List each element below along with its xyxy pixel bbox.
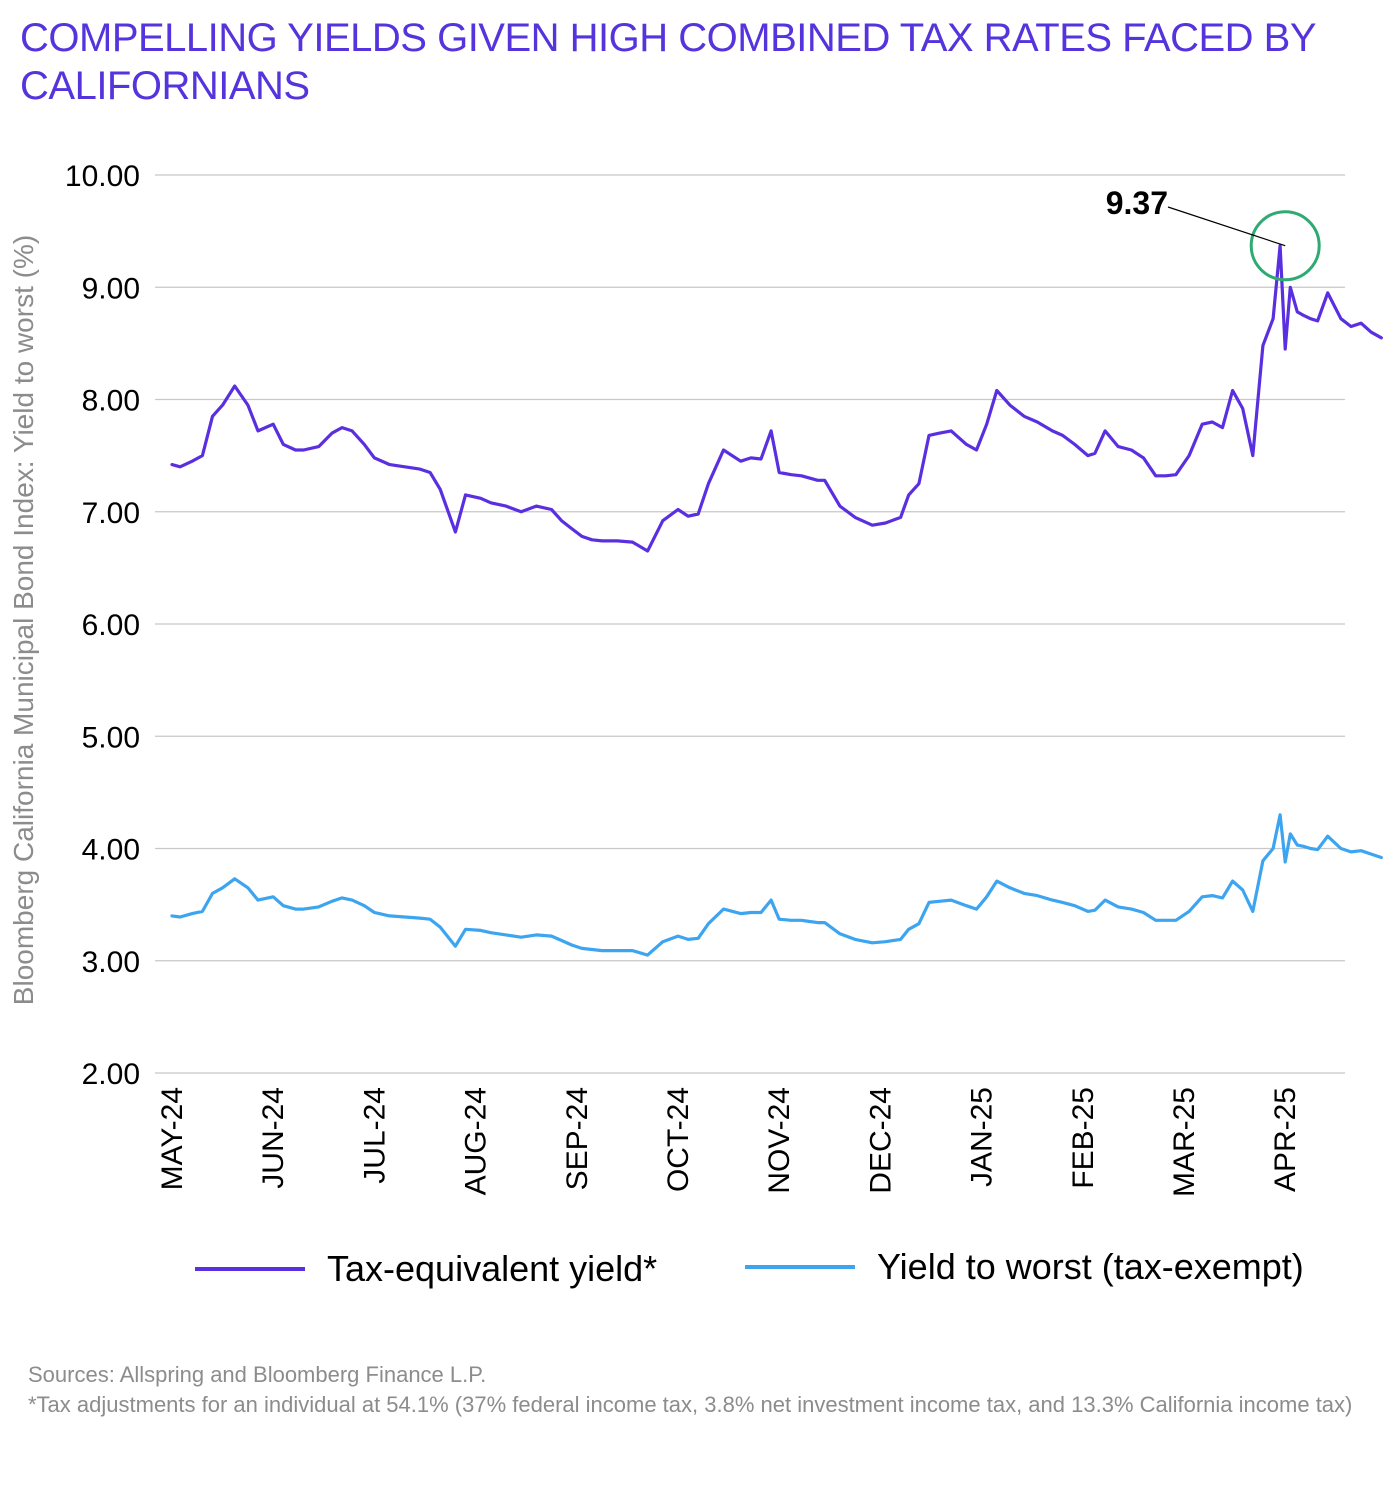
x-tick-label: SEP-24 (561, 1087, 594, 1190)
y-tick-label: 4.00 (82, 834, 140, 867)
x-tick-label: MAR-25 (1168, 1087, 1201, 1197)
x-axis-ticks: MAY-24 JUN-24 JUL-24 AUG-24 SEP-24 OCT-24 NOV-… (156, 1087, 1302, 1197)
series-lines (170, 244, 1383, 957)
annotations: 9.37 (1106, 185, 1321, 282)
tax-footnote: *Tax adjustments for an individual at 54… (28, 1392, 1353, 1417)
legend-swatch-tax-equivalent (195, 1267, 305, 1271)
y-tick-label: 10.00 (65, 160, 140, 193)
y-tick-label: 7.00 (82, 497, 140, 530)
y-tick-label: 2.00 (82, 1058, 140, 1091)
peak-highlight-circle (1249, 210, 1321, 282)
footer-notes: Sources: Allspring and Bloomberg Finance… (28, 1360, 1368, 1420)
x-tick-label: MAY-24 (156, 1087, 189, 1190)
x-tick-label: FEB-25 (1067, 1087, 1100, 1189)
y-tick-label: 6.00 (82, 609, 140, 642)
x-tick-label: JUN-24 (257, 1087, 290, 1189)
x-tick-label: JAN-25 (966, 1087, 999, 1187)
x-tick-label: NOV-24 (763, 1087, 796, 1194)
legend-item-yield-to-worst: Yield to worst (tax-exempt) (745, 1242, 1304, 1292)
y-tick-label: 9.00 (82, 272, 140, 305)
legend-label-tax-equivalent: Tax-equivalent yield* (327, 1248, 658, 1289)
series-line-tax-equivalent (170, 244, 1383, 553)
sources-note: Sources: Allspring and Bloomberg Finance… (28, 1362, 487, 1387)
peak-value-label: 9.37 (1106, 185, 1168, 221)
chart-title: COMPELLING YIELDS GIVEN HIGH COMBINED TA… (20, 16, 1316, 108)
x-tick-label: JUL-24 (358, 1087, 391, 1184)
legend-item-tax-equivalent: Tax-equivalent yield* (195, 1244, 657, 1294)
x-tick-label: OCT-24 (662, 1087, 695, 1192)
x-tick-label: AUG-24 (460, 1087, 493, 1195)
series-line-yield-to-worst (170, 813, 1383, 957)
y-axis-ticks: 2.00 3.00 4.00 5.00 6.00 7.00 8.00 9.00 10.00 (65, 160, 140, 1091)
legend-label-yield-to-worst: Yield to worst (tax-exempt) (877, 1246, 1304, 1287)
legend-swatch-yield-to-worst (745, 1265, 855, 1269)
annotation-leader-line (1167, 206, 1286, 247)
x-tick-label: DEC-24 (864, 1087, 897, 1194)
x-tick-label: APR-25 (1269, 1087, 1302, 1192)
y-tick-label: 5.00 (82, 721, 140, 754)
gridlines (155, 174, 1345, 1074)
y-tick-label: 3.00 (82, 946, 140, 979)
y-tick-label: 8.00 (82, 385, 140, 418)
line-chart: 2.00 3.00 4.00 5.00 6.00 7.00 8.00 9.00 10.00 MA… (65, 160, 1383, 1197)
